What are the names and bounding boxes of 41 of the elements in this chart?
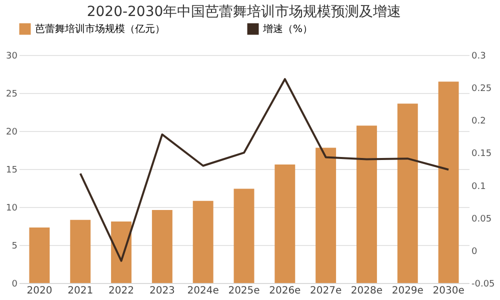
x-tick-label: 2020: [26, 286, 52, 296]
x-tick-label: 2026e: [269, 286, 301, 296]
x-tick-label: 2027e: [310, 286, 342, 296]
x-tick-label: 2022: [108, 286, 134, 296]
bar: [111, 221, 132, 283]
y2-tick-label: 0.15: [472, 149, 492, 160]
y-tick-label: 20: [6, 128, 18, 138]
y2-tick-label: 0.1: [472, 182, 486, 192]
chart-title: 2020-2030年中国芭蕾舞培训市场规模预测及增速: [86, 4, 402, 20]
y2-tick-label: -0.05: [472, 280, 495, 290]
y-tick-label: 10: [6, 204, 18, 214]
legend-label: 芭蕾舞培训市场规模（亿元）: [35, 23, 165, 35]
y2-tick-label: 0.2: [472, 116, 486, 127]
y2-tick-label: 0.05: [472, 214, 492, 224]
bar: [192, 200, 214, 283]
x-tick-label: 2024e: [187, 286, 219, 296]
x-tick-label: 2021: [68, 286, 94, 296]
y2-tick-label: 0: [472, 246, 478, 257]
bar: [274, 164, 296, 283]
bar: [356, 126, 377, 283]
bar: [438, 82, 459, 283]
line-series: [79, 78, 450, 262]
x-tick-label: 2030e: [432, 286, 464, 296]
y2-tick-label: 0.3: [472, 52, 486, 62]
bar: [70, 220, 91, 283]
x-tick-label: 2029e: [392, 286, 424, 296]
y2-tick-label: 0.25: [472, 84, 492, 94]
y-tick-label: 25: [6, 90, 18, 100]
bar: [29, 228, 50, 283]
bar: [316, 148, 336, 283]
y-tick-label: 15: [6, 166, 18, 176]
bar: [397, 104, 418, 283]
y-tick-label: 5: [12, 242, 18, 252]
y-tick-label: 0: [12, 280, 18, 290]
x-tick-label: 2025e: [228, 286, 260, 296]
legend-label: 增速（%）: [262, 23, 313, 35]
y-tick-label: 30: [6, 52, 18, 62]
x-tick-label: 2028e: [350, 286, 383, 296]
bar: [152, 210, 172, 283]
x-tick-label: 2023: [149, 286, 175, 296]
bar: [234, 188, 254, 283]
